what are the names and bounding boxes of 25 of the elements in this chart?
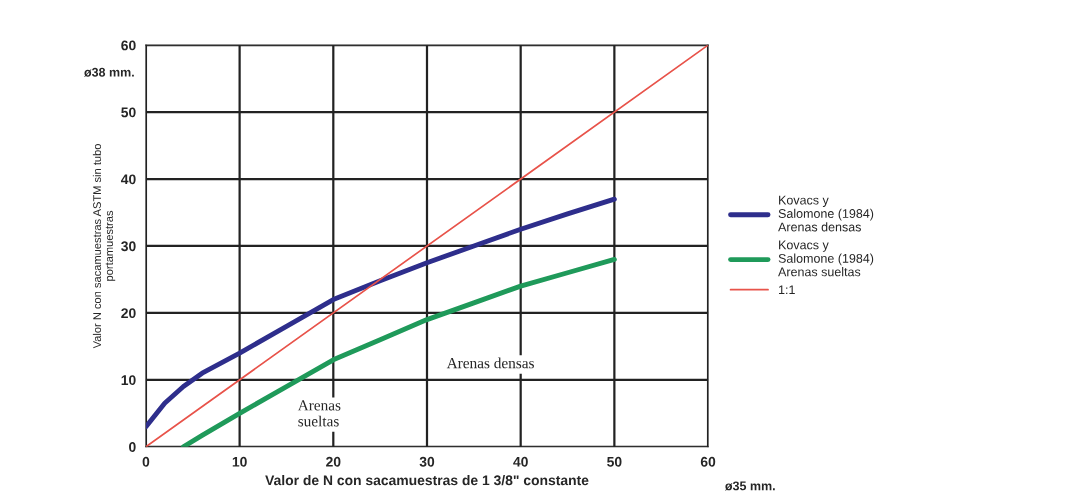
x-axis-title: Valor de N con sacamuestras de 1 3/8" constante (265, 475, 589, 486)
y-tick-label: 50 (121, 107, 136, 118)
x-tick-label: 30 (419, 456, 435, 467)
y-axis-title: Valor N con sacamuestras ASTM sin tubo portamuestras (92, 144, 116, 349)
legend-label: Kovacs y Salomone (1984) Arenas sueltas (778, 240, 874, 277)
legend-label: 1:1 (779, 285, 795, 295)
legend-label: Kovacs y Salomone (1984) Arenas densas (778, 195, 874, 232)
y-tick-label: 10 (121, 375, 136, 386)
x-tick-label: 60 (700, 456, 716, 467)
text: ø38 mm. (83, 67, 134, 77)
x-tick-label: 40 (513, 456, 528, 467)
x-tick-label: 50 (607, 456, 622, 467)
text: ø35 mm. (724, 481, 775, 491)
x-tick-label: 20 (326, 456, 341, 467)
y-tick-label: 60 (121, 40, 136, 51)
annotation: Arenas densas (446, 357, 534, 369)
y-tick-label: 40 (120, 174, 136, 185)
y-tick-label: 20 (121, 308, 136, 319)
annotation: Arenas sueltas (297, 400, 341, 427)
x-tick-label: 0 (142, 456, 150, 467)
line-series (145, 196, 617, 430)
y-tick-label: 30 (121, 241, 136, 252)
x-tick-label: 10 (232, 456, 247, 467)
line-series (180, 256, 617, 447)
y-tick-label: 0 (129, 442, 136, 452)
